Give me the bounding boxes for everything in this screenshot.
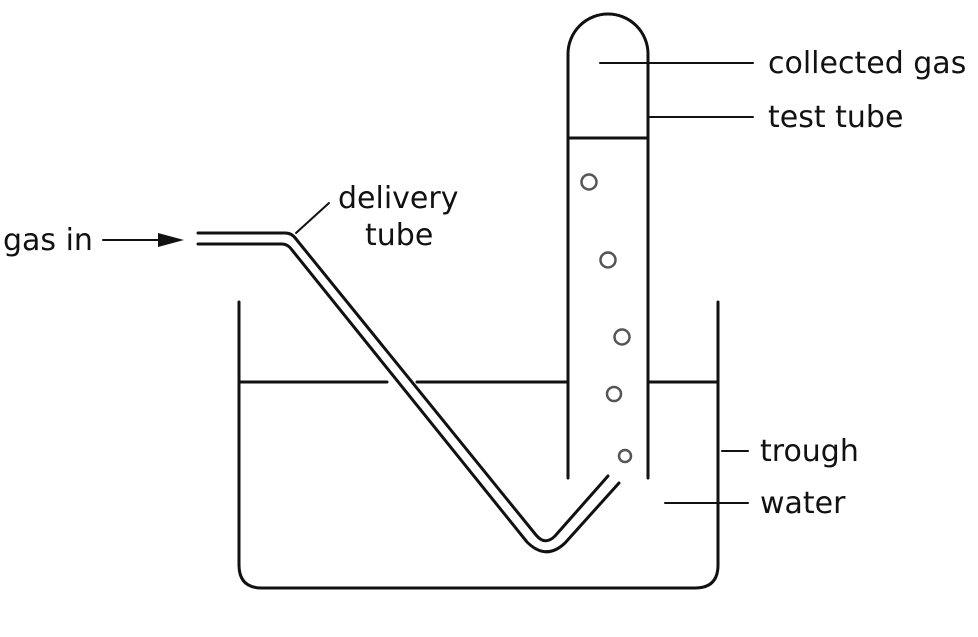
delivery-tube-label-line1: delivery: [338, 181, 458, 216]
collected-gas-label: collected gas: [768, 46, 966, 81]
leader-lines: [295, 62, 754, 504]
delivery-tube-leader: [295, 202, 330, 234]
water-label: water: [760, 486, 846, 521]
trough-label: trough: [760, 434, 859, 469]
gas-in-label: gas in: [3, 223, 93, 258]
delivery-tube: [196, 231, 621, 554]
bubble: [580, 173, 598, 191]
bubble: [599, 251, 617, 269]
test-tube: [566, 12, 650, 480]
gas-bubbles: [580, 173, 633, 464]
bubble: [617, 448, 633, 464]
gas-in-arrow: [102, 233, 184, 247]
delivery-tube-label-line2: tube: [365, 218, 433, 253]
bubble: [613, 328, 631, 346]
test-tube-label: test tube: [768, 100, 903, 135]
bubble: [605, 385, 623, 403]
trough: [237, 300, 720, 590]
